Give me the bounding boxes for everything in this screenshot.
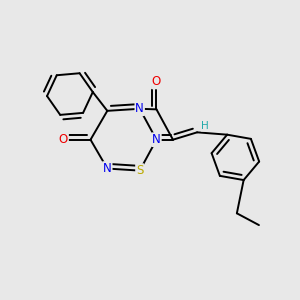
Text: O: O bbox=[59, 133, 68, 146]
Text: H: H bbox=[202, 121, 209, 131]
Text: N: N bbox=[152, 133, 161, 146]
Text: N: N bbox=[103, 162, 112, 175]
Text: O: O bbox=[152, 76, 161, 88]
Text: S: S bbox=[136, 164, 143, 177]
Text: N: N bbox=[135, 102, 144, 115]
